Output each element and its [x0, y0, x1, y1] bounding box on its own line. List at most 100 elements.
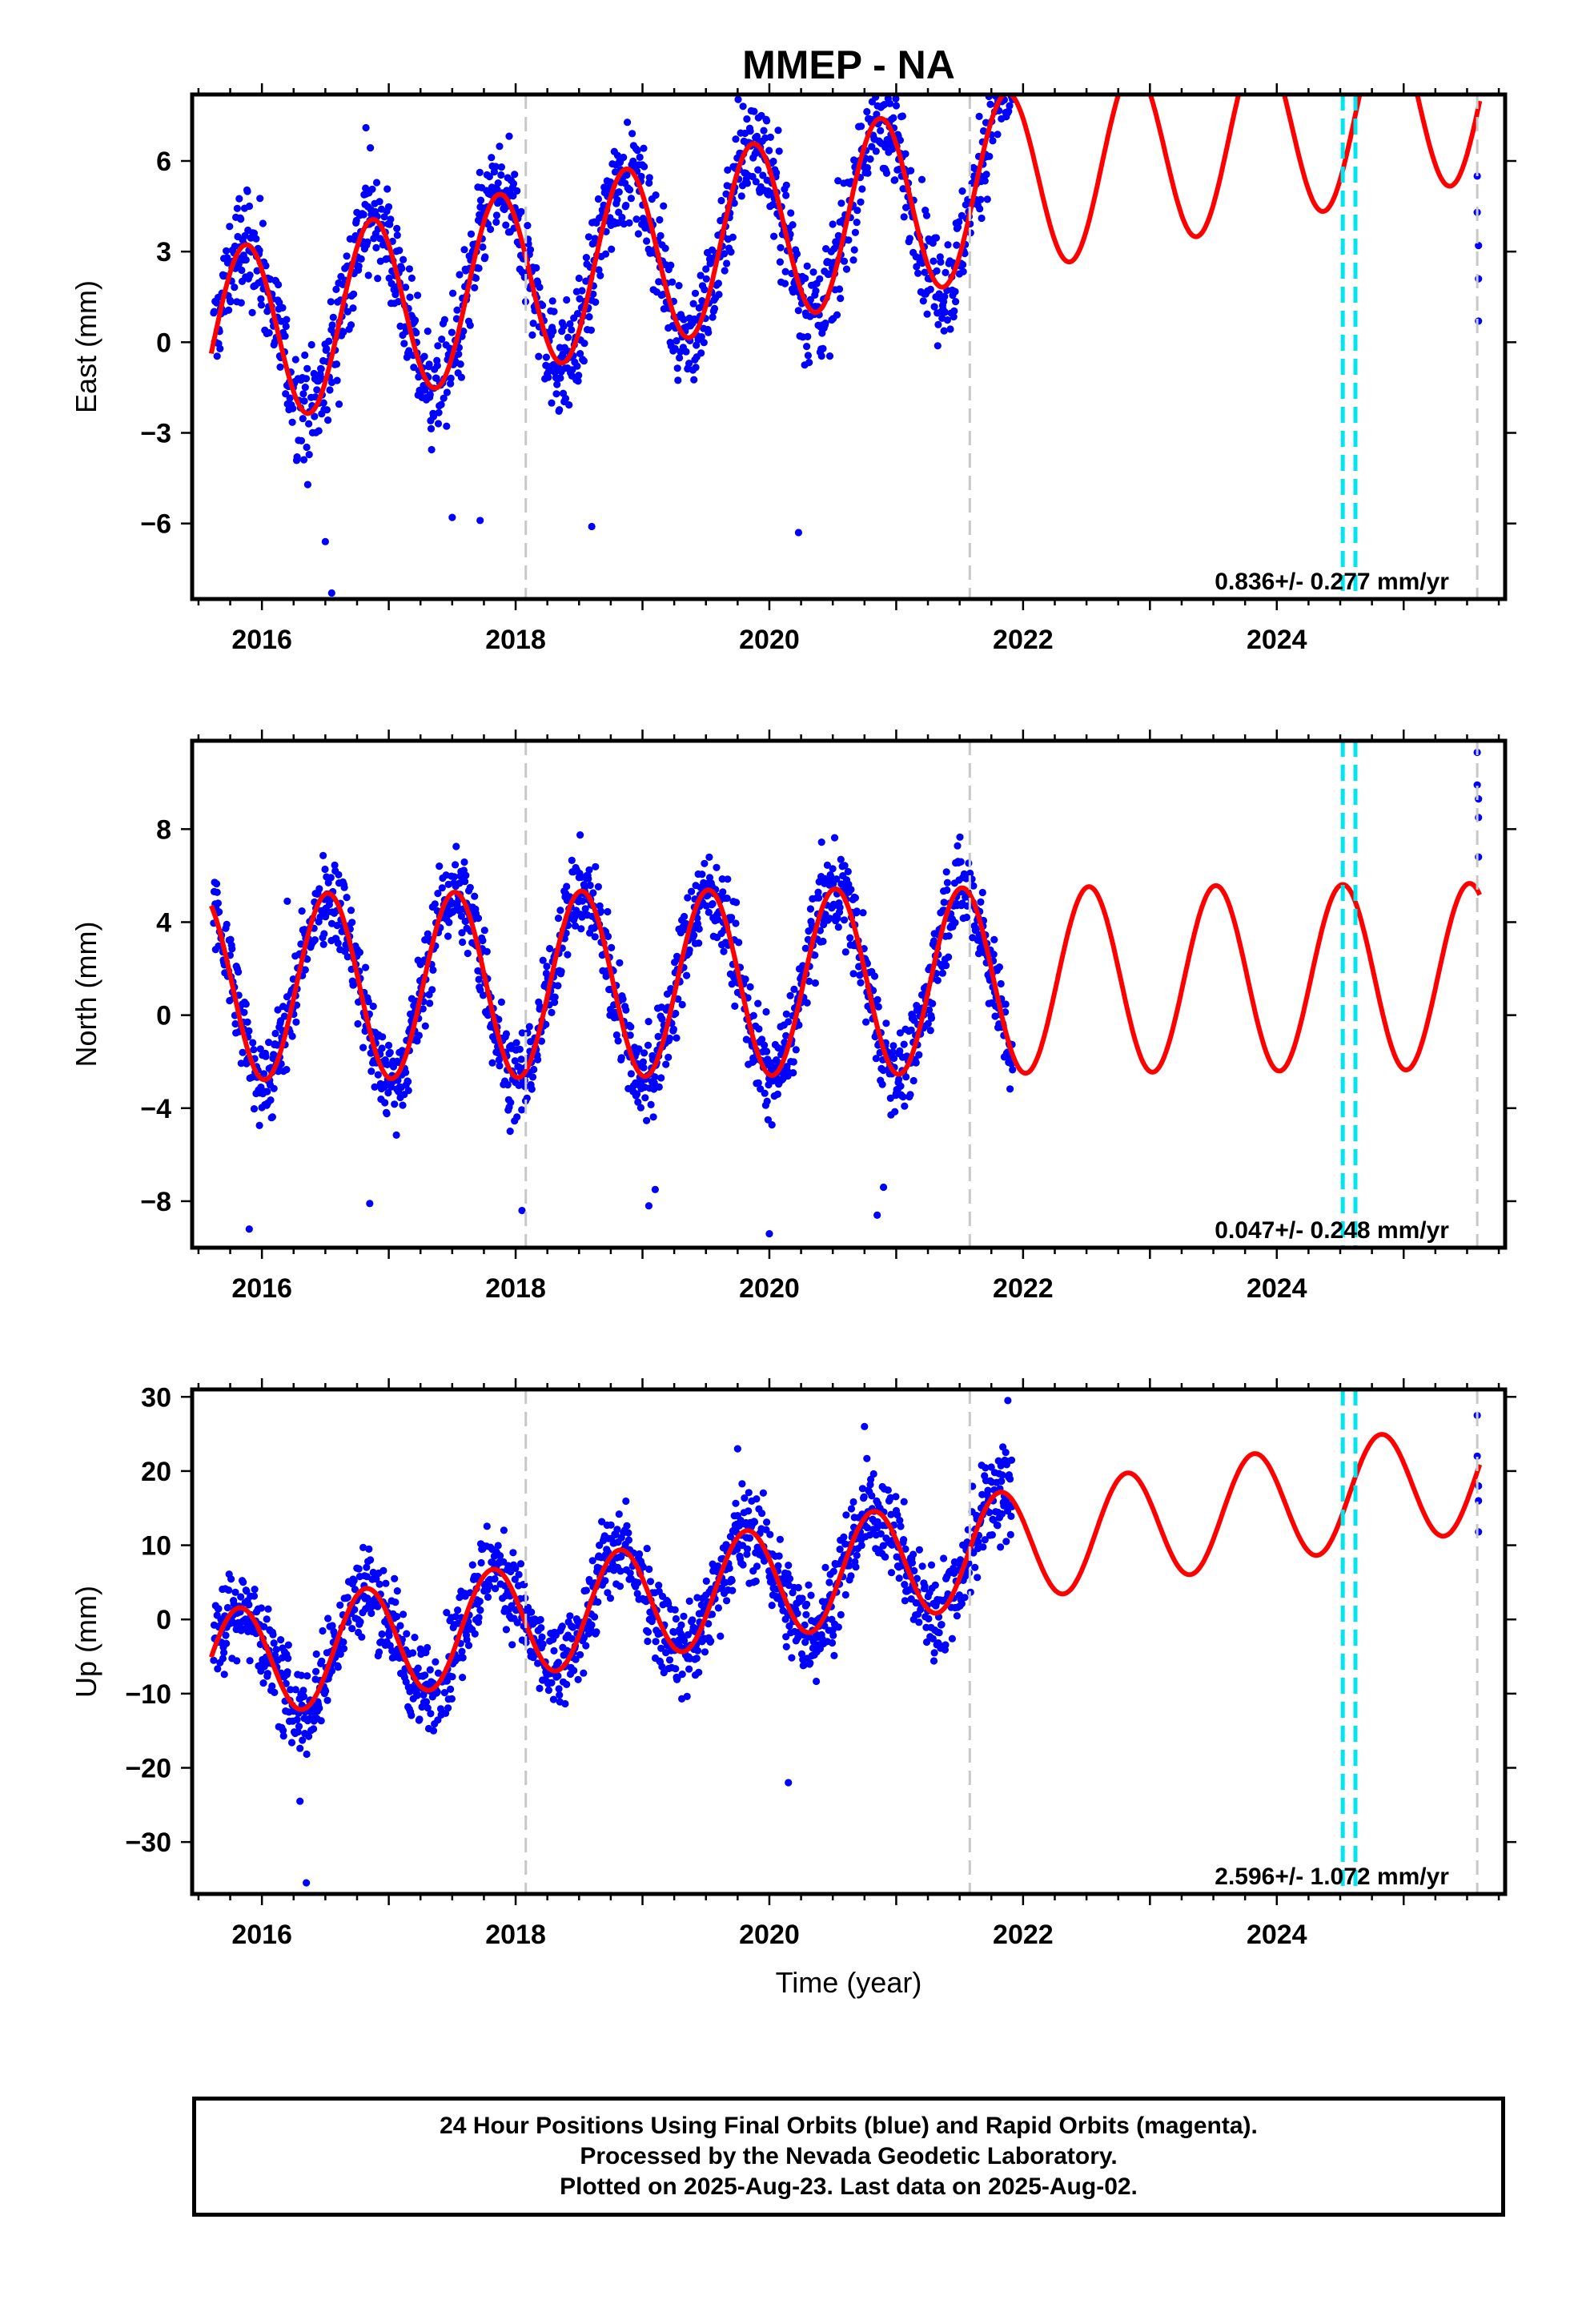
data-point [693, 1647, 702, 1655]
data-point [513, 187, 521, 195]
data-point [534, 1055, 542, 1063]
data-point [1006, 102, 1014, 110]
data-point [570, 1667, 578, 1675]
data-point [365, 1545, 373, 1553]
data-point [887, 1569, 896, 1577]
data-point [945, 932, 953, 940]
data-point [293, 1715, 301, 1723]
data-point [476, 168, 484, 176]
data-point [925, 1614, 933, 1622]
data-point [550, 1647, 558, 1655]
data-point [951, 919, 959, 927]
data-point [340, 883, 348, 891]
data-point [918, 1562, 926, 1570]
data-point [284, 1655, 292, 1663]
data-point [237, 1059, 245, 1068]
data-point [591, 1613, 599, 1621]
footer-line-processor: Processed by the Nevada Geodetic Laborat… [580, 2143, 1118, 2169]
data-point [444, 932, 452, 940]
data-point [444, 1704, 452, 1712]
data-point [978, 888, 986, 897]
data-point [384, 1041, 393, 1049]
data-point [724, 166, 732, 174]
data-point [990, 935, 998, 943]
data-point [721, 267, 729, 275]
data-point [379, 1033, 387, 1041]
data-point [575, 274, 583, 283]
data-point [214, 899, 222, 907]
data-point [626, 1031, 634, 1039]
data-point [223, 247, 231, 255]
outlier-point [765, 1229, 773, 1238]
data-point [496, 143, 504, 151]
data-point [852, 1563, 860, 1571]
data-point [643, 1116, 651, 1124]
data-point [806, 905, 815, 913]
data-point [896, 1047, 904, 1055]
data-point [219, 1655, 227, 1663]
data-point [319, 399, 327, 407]
data-point [246, 1657, 254, 1665]
data-point [297, 1671, 306, 1679]
data-point [238, 266, 246, 275]
data-point [421, 1022, 429, 1030]
data-point [633, 1090, 641, 1098]
data-point [435, 408, 443, 416]
data-point [568, 1623, 577, 1631]
data-point [528, 331, 536, 339]
data-point [405, 347, 413, 355]
data-point [378, 1630, 386, 1638]
data-point [640, 163, 648, 171]
data-point [819, 344, 827, 352]
data-point [803, 262, 811, 270]
data-point [627, 1070, 636, 1078]
data-point [429, 1727, 438, 1735]
data-point [287, 1686, 295, 1694]
data-point [835, 285, 844, 293]
data-point [564, 951, 572, 959]
data-point [613, 195, 621, 204]
data-point [853, 1551, 861, 1559]
data-point [866, 155, 874, 163]
data-point [1003, 59, 1010, 66]
data-point [398, 264, 406, 272]
data-point [471, 892, 479, 900]
data-point [961, 1594, 969, 1602]
data-point [580, 1669, 588, 1677]
y-tick-label: 20 [141, 1457, 171, 1487]
data-point [683, 971, 691, 979]
data-point [640, 1049, 648, 1057]
data-point [974, 1574, 982, 1582]
data-point [242, 255, 250, 264]
data-point [953, 241, 961, 249]
data-point [213, 888, 221, 896]
data-point [468, 1561, 476, 1569]
data-point [850, 246, 858, 254]
data-point [516, 1560, 525, 1568]
data-point [815, 894, 823, 902]
data-point [440, 1689, 449, 1697]
data-point [311, 412, 319, 420]
data-point [948, 1634, 956, 1642]
data-point [834, 177, 842, 185]
data-point [425, 360, 433, 368]
data-point [655, 1083, 663, 1091]
data-point [825, 915, 834, 923]
data-point [399, 1101, 407, 1109]
data-point [797, 1650, 806, 1658]
data-point [321, 865, 329, 874]
data-point [997, 67, 1004, 74]
data-point [295, 1723, 303, 1731]
data-point [743, 1550, 751, 1558]
data-point [985, 82, 992, 89]
data-point [327, 1667, 336, 1675]
data-point [717, 196, 725, 205]
data-point [862, 1018, 870, 1026]
data-point [311, 936, 319, 944]
data-point [782, 1642, 790, 1651]
data-point [382, 1579, 390, 1587]
data-point [281, 332, 289, 340]
data-point [801, 944, 809, 952]
data-point [242, 1000, 250, 1008]
outlier-point [1004, 1397, 1012, 1405]
